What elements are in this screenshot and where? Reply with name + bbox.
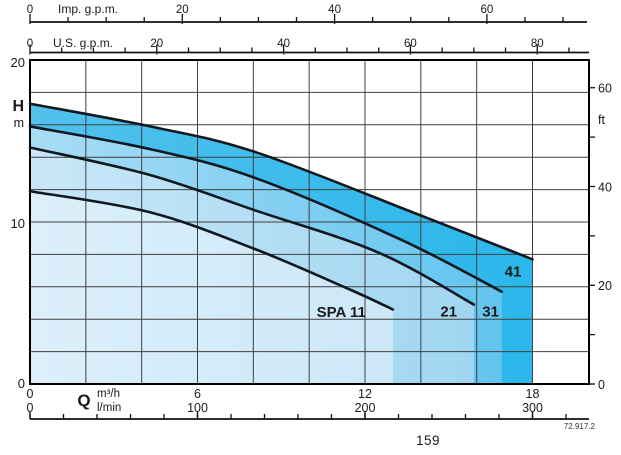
h-axis-tick-label: 20 (11, 55, 25, 70)
us-gpm-tick-label: 0 (27, 38, 33, 50)
q-m3h-value: 6 (194, 387, 201, 401)
ft-axis-unit: ft (598, 113, 605, 127)
us-gpm-tick-label: 60 (404, 38, 417, 50)
doc-code: 72.917.2 (563, 422, 595, 431)
grid (30, 60, 589, 384)
curve-label-spa-31: 31 (482, 303, 499, 320)
q-m3h-unit: m³/h (97, 388, 120, 400)
q-lmin-value: 0 (27, 401, 34, 415)
imp-gpm-tick-label: 60 (480, 4, 493, 16)
imp-gpm-axis-title: Imp. g.p.m. (58, 2, 118, 16)
imp-gpm-tick-label: 20 (176, 4, 189, 16)
q-axis-title: Q (77, 391, 90, 410)
curve-spa-31 (28, 125, 504, 293)
curve-label-spa-11: SPA 11 (317, 304, 366, 321)
curve-label-spa-41: 41 (505, 263, 522, 280)
ft-axis-tick-label: 60 (598, 82, 612, 96)
curve-label-spa-21: 21 (440, 303, 457, 320)
q-m3h-value: 12 (358, 387, 372, 401)
us-gpm-tick-label: 40 (277, 38, 290, 50)
curve-spa-21 (28, 146, 476, 306)
curve-spa-11 (28, 189, 395, 311)
curve-spa-41 (28, 102, 534, 261)
us-gpm-tick-label: 80 (531, 38, 544, 50)
chart-border (29, 59, 590, 385)
q-lmin-value: 200 (355, 401, 376, 415)
q-lmin-unit: l/min (97, 402, 121, 414)
imp-gpm-ruler (29, 14, 587, 24)
ft-axis-tick-label: 40 (598, 180, 612, 194)
ft-axis-tick-label: 0 (598, 378, 605, 392)
us-gpm-ruler (29, 44, 589, 55)
lmin-ruler (29, 414, 589, 420)
us-gpm-tick-label: 20 (150, 38, 163, 50)
ft-axis-tick-label: 20 (598, 279, 612, 293)
imp-gpm-tick-label: 0 (27, 4, 33, 16)
band-fill-spa-11 (30, 191, 393, 384)
h-axis-unit: m (14, 116, 24, 130)
h-axis-tick-label: 10 (11, 216, 25, 231)
imp-gpm-tick-label: 40 (328, 4, 341, 16)
q-m3h-value: 0 (27, 387, 34, 401)
h-axis-title: H (12, 98, 24, 115)
q-lmin-value: 100 (187, 401, 208, 415)
h-axis-tick-label: 0 (18, 376, 25, 391)
q-m3h-value: 18 (526, 387, 540, 401)
page-number: 159 (415, 433, 441, 448)
q-lmin-value: 300 (522, 401, 543, 415)
us-gpm-axis-title: U.S. g.p.m. (53, 36, 113, 50)
